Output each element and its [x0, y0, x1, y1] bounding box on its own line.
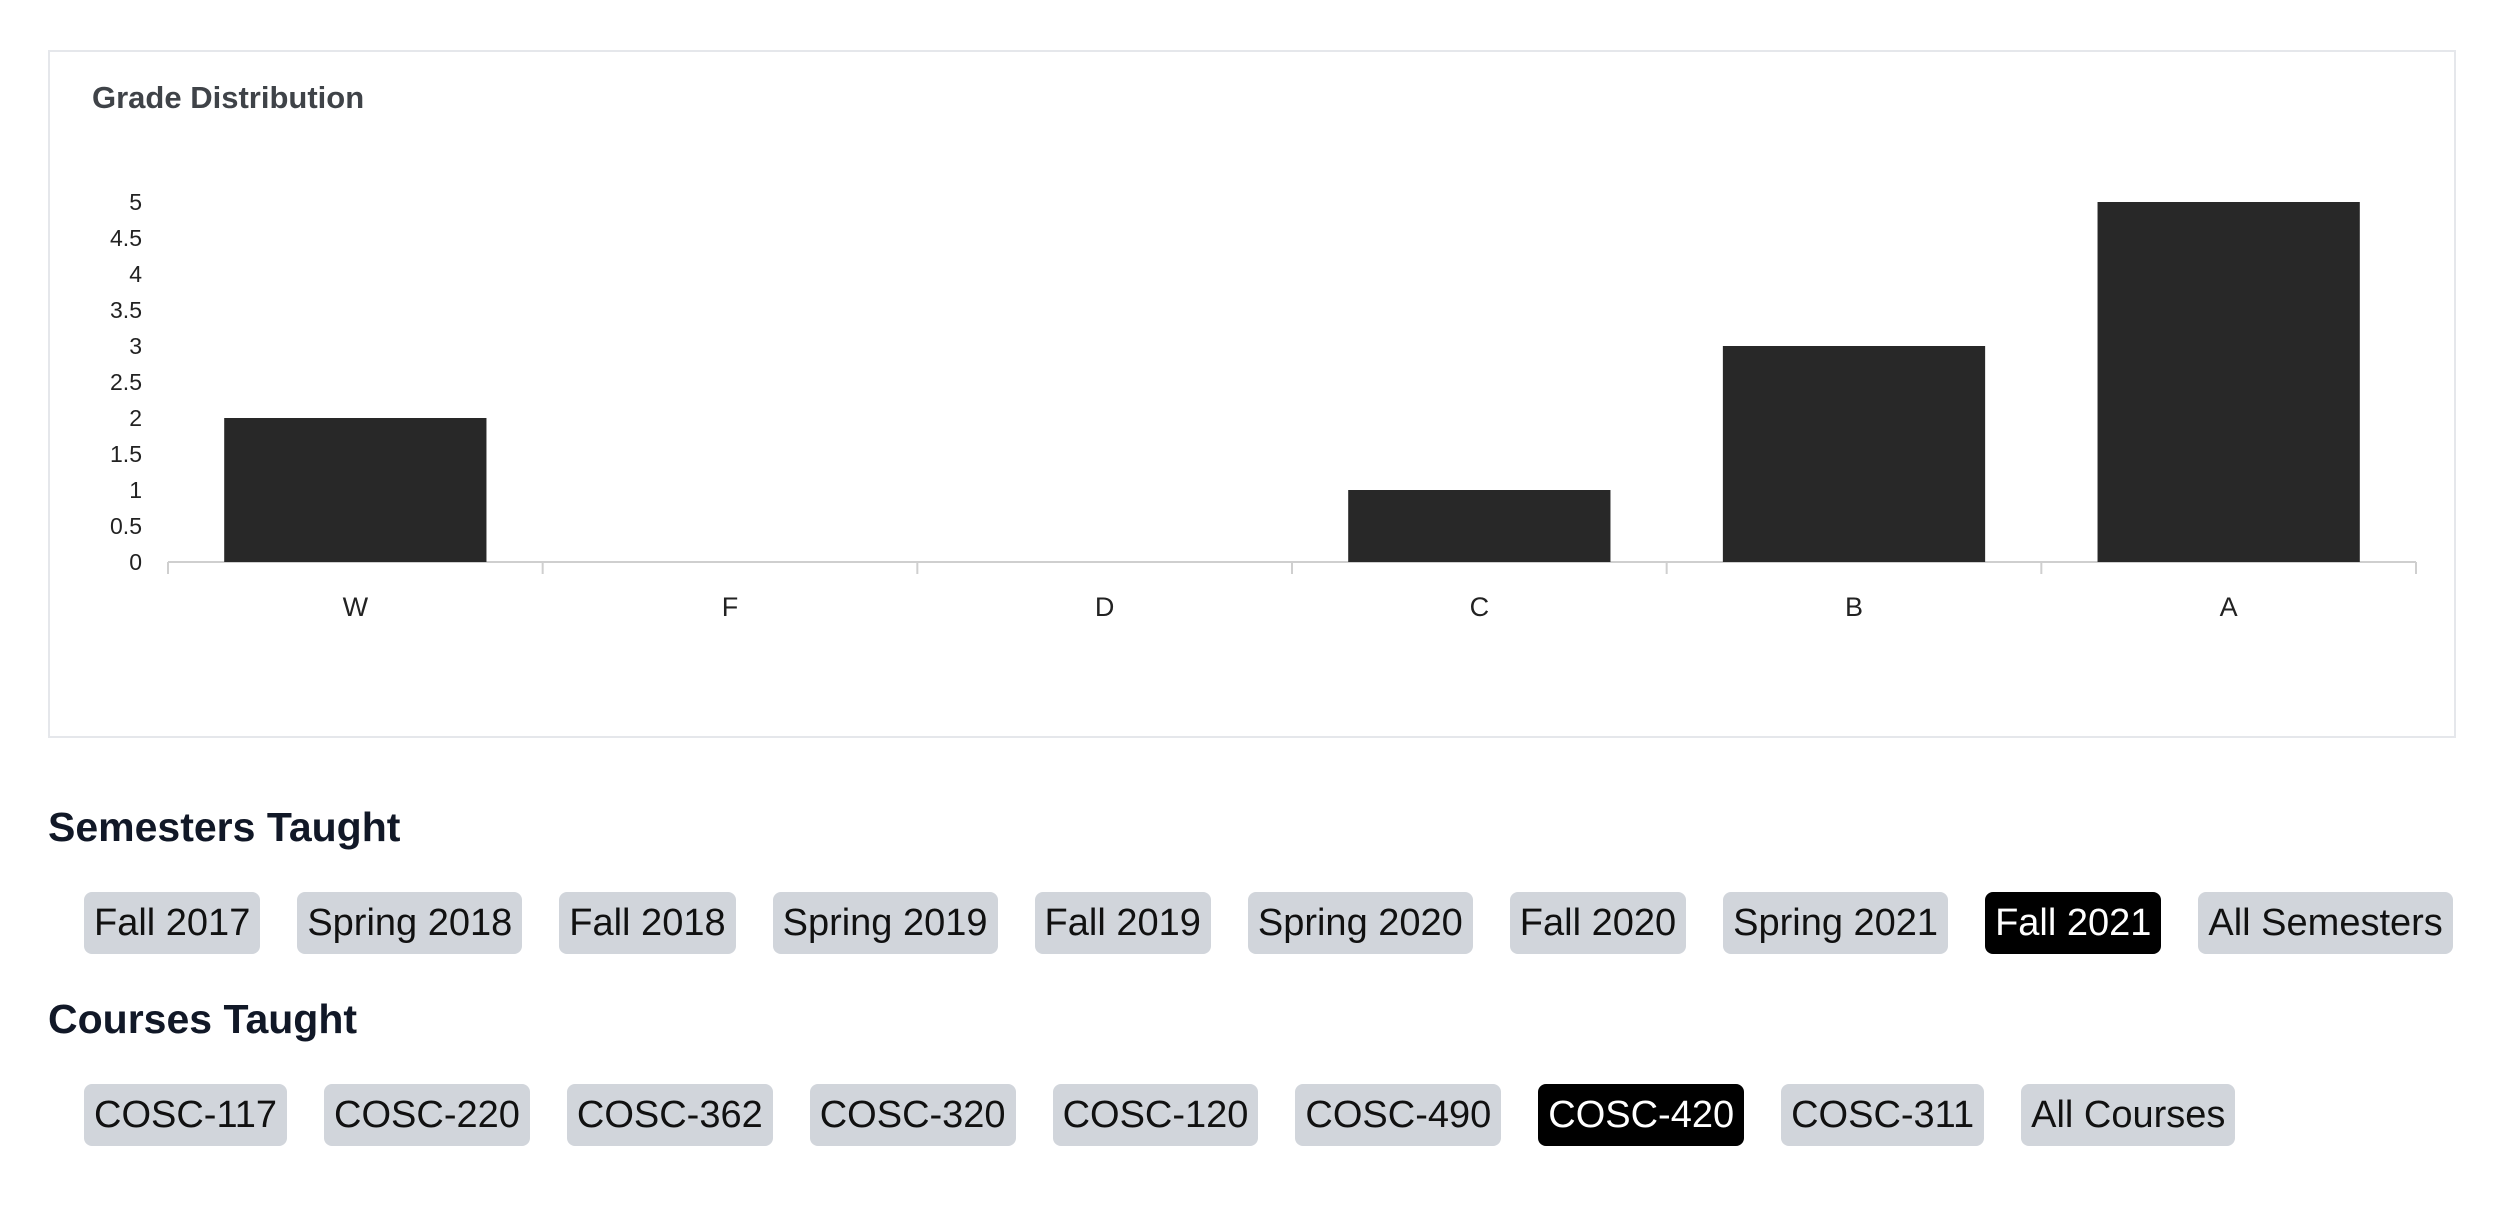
x-tick-label: B: [1845, 592, 1863, 622]
x-tick-label: A: [2220, 592, 2238, 622]
semester-button-fall-2017[interactable]: Fall 2017: [84, 892, 261, 954]
grade-distribution-card: Grade Distribution 0 0.5 1 1.5 2 2.5 3 3.5 4 4.5 5…: [48, 50, 2456, 738]
semester-button-fall-2018[interactable]: Fall 2018: [559, 892, 736, 954]
y-tick-label: 0: [129, 549, 142, 575]
semester-button-spring-2021[interactable]: Spring 2021: [1723, 892, 1949, 954]
bar-b: [1722, 346, 1986, 562]
y-tick-label: 5: [129, 189, 142, 215]
y-tick-label: 4.5: [110, 225, 142, 251]
y-tick-label: 1.5: [110, 441, 142, 467]
y-tick-label: 3.5: [110, 297, 142, 323]
semester-button-all-semesters[interactable]: All Semesters: [2198, 892, 2453, 954]
bar-c: [1348, 490, 1611, 562]
course-filter-list: COSC-117 COSC-220 COSC-362 COSC-320 COSC-120…: [84, 1084, 2236, 1146]
course-button-cosc-320[interactable]: COSC-320: [809, 1084, 1016, 1146]
y-tick-label: 2: [129, 405, 142, 431]
semester-button-fall-2019[interactable]: Fall 2019: [1034, 892, 1211, 954]
semesters-heading: Semesters Taught: [48, 804, 401, 850]
x-tick-label: W: [343, 592, 369, 622]
x-tick-label: C: [1470, 592, 1490, 622]
y-tick-label: 1: [129, 477, 142, 503]
x-tick-label: D: [1095, 592, 1115, 622]
y-tick-label: 0.5: [110, 513, 142, 539]
course-button-cosc-117[interactable]: COSC-117: [84, 1084, 288, 1146]
y-tick-label: 3: [129, 333, 142, 359]
semester-button-spring-2018[interactable]: Spring 2018: [297, 892, 523, 954]
course-button-cosc-362[interactable]: COSC-362: [566, 1084, 773, 1146]
semester-button-fall-2021[interactable]: Fall 2021: [1985, 892, 2162, 954]
grade-distribution-chart: 0 0.5 1 1.5 2 2.5 3 3.5 4 4.5 5 W F D C B A: [110, 189, 2417, 622]
course-button-cosc-311[interactable]: COSC-311: [1781, 1084, 1985, 1146]
course-button-cosc-120[interactable]: COSC-120: [1052, 1084, 1259, 1146]
semester-filter-list: Fall 2017 Spring 2018 Fall 2018 Spring 2019…: [84, 892, 2453, 954]
course-button-cosc-420[interactable]: COSC-420: [1538, 1084, 1745, 1146]
y-tick-label: 4: [129, 261, 142, 287]
course-button-cosc-220[interactable]: COSC-220: [324, 1084, 530, 1146]
bar-w: [224, 418, 487, 562]
semester-button-fall-2020[interactable]: Fall 2020: [1509, 892, 1687, 954]
x-tick-label: F: [722, 592, 739, 622]
courses-heading: Courses Taught: [48, 996, 358, 1042]
bar-a: [2097, 202, 2360, 562]
chart-title: Grade Distribution: [92, 80, 365, 115]
semester-button-spring-2019[interactable]: Spring 2019: [772, 892, 998, 954]
y-tick-label: 2.5: [110, 369, 142, 395]
course-button-all-courses[interactable]: All Courses: [2021, 1084, 2236, 1146]
semester-button-spring-2020[interactable]: Spring 2020: [1247, 892, 1473, 954]
course-button-cosc-490[interactable]: COSC-490: [1295, 1084, 1502, 1146]
